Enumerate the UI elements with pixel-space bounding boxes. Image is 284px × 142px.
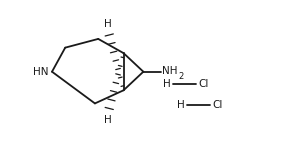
Text: H: H (104, 115, 112, 125)
Text: Cl: Cl (198, 79, 209, 89)
Text: H: H (178, 100, 185, 110)
Text: HN: HN (33, 67, 49, 77)
Text: H: H (163, 79, 171, 89)
Text: NH: NH (162, 66, 178, 76)
Text: Cl: Cl (213, 100, 223, 110)
Text: 2: 2 (178, 72, 183, 81)
Text: H: H (104, 18, 112, 29)
